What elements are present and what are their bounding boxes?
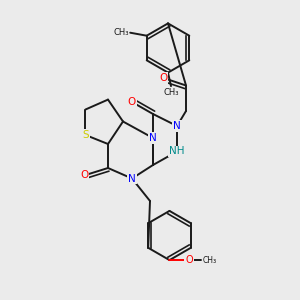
Text: CH₃: CH₃ xyxy=(202,256,217,265)
Text: O: O xyxy=(128,97,136,107)
Text: CH₃: CH₃ xyxy=(113,28,129,37)
Text: N: N xyxy=(173,121,181,131)
Text: NH: NH xyxy=(169,146,185,157)
Text: N: N xyxy=(149,133,157,143)
Text: O: O xyxy=(80,170,88,181)
Text: O: O xyxy=(185,255,193,265)
Text: S: S xyxy=(82,130,89,140)
Text: N: N xyxy=(128,173,136,184)
Text: CH₃: CH₃ xyxy=(163,88,179,97)
Text: O: O xyxy=(159,73,168,83)
